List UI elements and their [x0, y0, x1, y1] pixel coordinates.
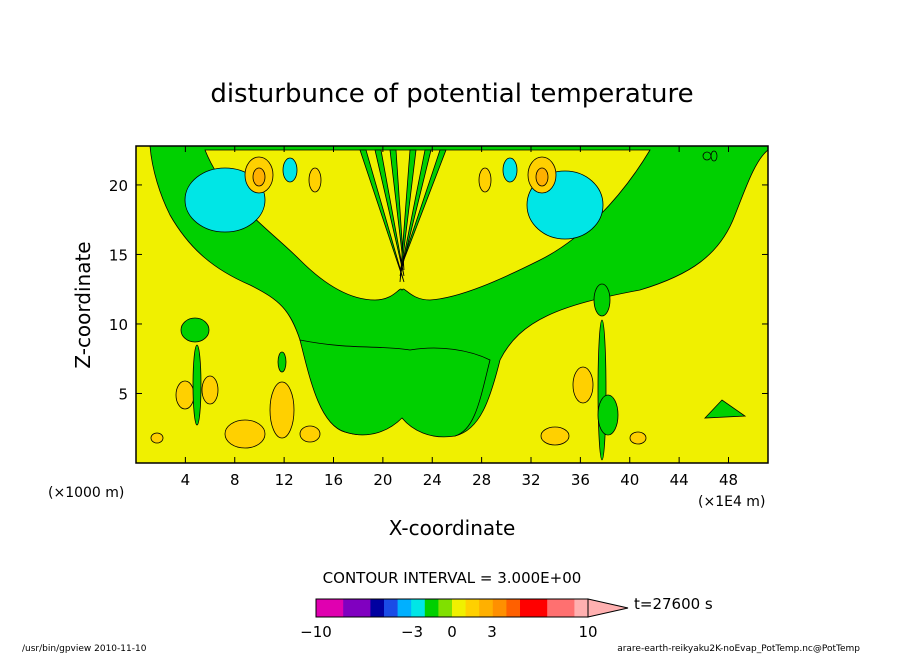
contour-warm-plume	[201, 375, 219, 405]
contour-warm-surface	[150, 432, 164, 444]
contour-warm-surface	[224, 419, 266, 449]
contour-warm-plume	[269, 381, 295, 439]
contour-convective-cell	[597, 394, 619, 436]
contour-warm-plume	[572, 366, 594, 404]
footer-left: /usr/bin/gpview 2010-11-10	[22, 644, 147, 654]
colorbar-label: 3	[487, 623, 497, 641]
chart-title: disturbunce of potential temperature	[210, 79, 693, 109]
colorbar: −10 −3 0 3 10	[300, 598, 629, 641]
contour-green-wedge	[704, 399, 747, 419]
contour-cold-cell	[502, 157, 518, 183]
y-tick-label: 20	[109, 177, 128, 195]
contour-green-speck	[702, 151, 712, 161]
contour-warm-cell	[308, 167, 322, 193]
colorbar-segment	[520, 599, 534, 617]
contour-filament	[359, 149, 405, 283]
footer-right: arare-earth-reikyaku2K-noEvap_PotTemp.nc…	[617, 644, 860, 654]
colorbar-label: 0	[447, 623, 457, 641]
y-axis-ticks: 5 10 15 20	[109, 177, 768, 403]
x-tick-label: 44	[670, 471, 689, 489]
time-label: t=27600 s	[634, 595, 713, 613]
x-tick-label: 40	[620, 471, 639, 489]
contour-warm-surface	[540, 426, 570, 446]
contour-cold-cell	[282, 157, 298, 183]
x-tick-label: 12	[275, 471, 294, 489]
colorbar-segment	[574, 599, 589, 617]
contour-filament	[399, 149, 447, 271]
colorbar-segment	[479, 599, 494, 617]
y-tick-label: 15	[109, 246, 128, 264]
contour-field	[149, 145, 769, 461]
x-tick-label: 8	[230, 471, 240, 489]
x-tick-label: 32	[521, 471, 540, 489]
x-scale-note: (×1E4 m)	[698, 494, 765, 510]
contour-convective-column	[597, 319, 607, 461]
x-unit-note: (×1000 m)	[48, 485, 124, 501]
contour-band-green-lower	[299, 339, 491, 438]
contour-convective-cell	[277, 351, 287, 373]
x-axis-label: X-coordinate	[389, 516, 516, 540]
contour-warm-cell	[478, 167, 492, 193]
colorbar-segment	[560, 599, 575, 617]
colorbar-segment	[424, 599, 439, 617]
colorbar-segment	[492, 599, 507, 617]
contour-warm-plume	[175, 380, 195, 410]
colorbar-label: −10	[300, 623, 332, 641]
colorbar-segment	[533, 599, 548, 617]
y-tick-label: 5	[118, 385, 128, 403]
contour-warm-surface	[299, 425, 321, 443]
plot-frame	[135, 145, 769, 464]
colorbar-segment	[316, 599, 330, 617]
contour-filament	[374, 149, 405, 277]
contour-filament	[399, 149, 417, 283]
contour-cold-pool-left	[184, 167, 266, 233]
contour-warm-core	[535, 167, 549, 187]
colorbar-label: −3	[401, 623, 423, 641]
colorbar-segment	[438, 599, 453, 617]
x-tick-label: 24	[423, 471, 442, 489]
contour-convective-column	[192, 344, 202, 426]
colorbar-segment	[452, 599, 466, 617]
colorbar-segment	[465, 599, 480, 617]
x-tick-label: 36	[571, 471, 590, 489]
colorbar-segment	[397, 599, 412, 617]
colorbar-extend-arrow	[587, 598, 629, 618]
y-axis-label: Z-coordinate	[71, 241, 95, 368]
colorbar-segment	[356, 599, 371, 617]
x-tick-label: 20	[373, 471, 392, 489]
colorbar-segment	[506, 599, 521, 617]
colorbar-segment	[547, 599, 562, 617]
colorbar-label: 10	[578, 623, 597, 641]
contour-green-speck	[710, 150, 718, 162]
y-tick-label: 10	[109, 316, 128, 334]
x-tick-label: 28	[472, 471, 491, 489]
colorbar-segment	[370, 599, 385, 617]
contour-convective-cell	[180, 317, 210, 343]
contour-interval-label: CONTOUR INTERVAL = 3.000E+00	[323, 569, 582, 587]
contour-filament	[389, 149, 405, 271]
plot-area	[135, 145, 769, 464]
contour-filament	[399, 149, 432, 277]
contour-warm-surface	[629, 431, 647, 445]
x-tick-label: 4	[181, 471, 191, 489]
x-tick-label: 16	[324, 471, 343, 489]
contour-warm-core	[252, 167, 266, 187]
colorbar-segment	[411, 599, 426, 617]
colorbar-segment	[329, 599, 344, 617]
x-axis-ticks: 4 8 12 16 20 24 28 32 36 40 44 48	[181, 146, 738, 489]
x-tick-label: 48	[719, 471, 738, 489]
contour-convective-cell	[593, 283, 611, 317]
colorbar-segment	[384, 599, 398, 617]
colorbar-segment	[343, 599, 358, 617]
